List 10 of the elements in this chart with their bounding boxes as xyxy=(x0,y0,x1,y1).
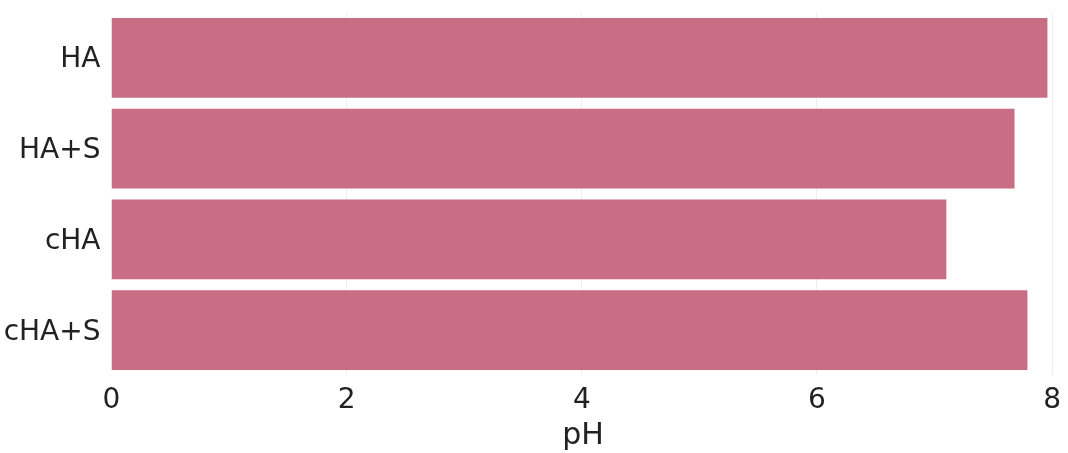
x-tick-label: 4 xyxy=(572,381,591,415)
x-axis-title: pH xyxy=(562,415,604,451)
x-tick-label: 0 xyxy=(102,381,121,415)
x-tick-label: 2 xyxy=(337,381,356,415)
x-tick-label: 8 xyxy=(1043,381,1062,415)
y-tick-label: HA xyxy=(60,41,101,75)
y-tick-label: cHA xyxy=(44,222,101,256)
y-tick-label: cHA+S xyxy=(3,313,101,347)
y-tick-label: HA+S xyxy=(19,132,101,166)
x-tick-label: 6 xyxy=(808,381,826,415)
